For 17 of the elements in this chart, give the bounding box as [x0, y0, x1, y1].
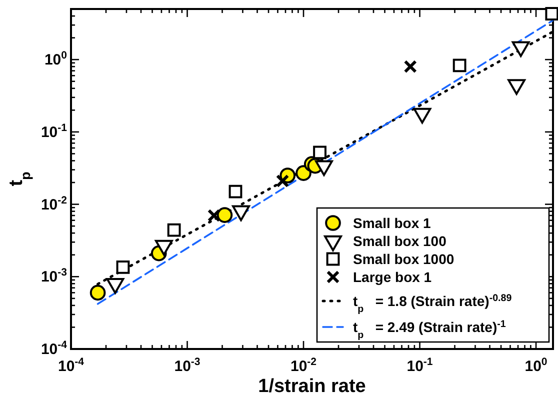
x-tick-label: 10$^{-4}$: [58, 356, 84, 375]
x-tick-label: 10$^{-2}$: [290, 356, 317, 375]
y-tick-label: 10$^{-2}$: [40, 194, 68, 214]
x-tick-label: 10$^{-3}$: [174, 356, 200, 375]
y-tick-label: 10$^{-4}$: [40, 339, 68, 358]
legend-label: Small box 1000: [353, 251, 454, 267]
legend-label: Small box 1: [353, 215, 432, 231]
y-tick-label: 10$^{-1}$: [40, 122, 68, 141]
legend-label: t$_{p}$ = 1.8 (Strain rate)$^{-0.89}$: [353, 292, 512, 314]
x-tick-label: 10$^{-1}$: [406, 356, 433, 375]
y-tick-label: 10$^{0}$: [44, 50, 68, 69]
legend-label: Large box 1: [353, 269, 432, 285]
legend-label: t$_{p}$ = 2.49 (Strain rate)$^{-1}$: [353, 318, 506, 340]
legend-label: Small box 100: [353, 233, 447, 249]
y-tick-label: 10$^{-3}$: [40, 266, 68, 286]
x-tick-label: 10$^{0}$: [524, 356, 548, 375]
x-axis-title: 1/strain rate: [258, 376, 366, 397]
